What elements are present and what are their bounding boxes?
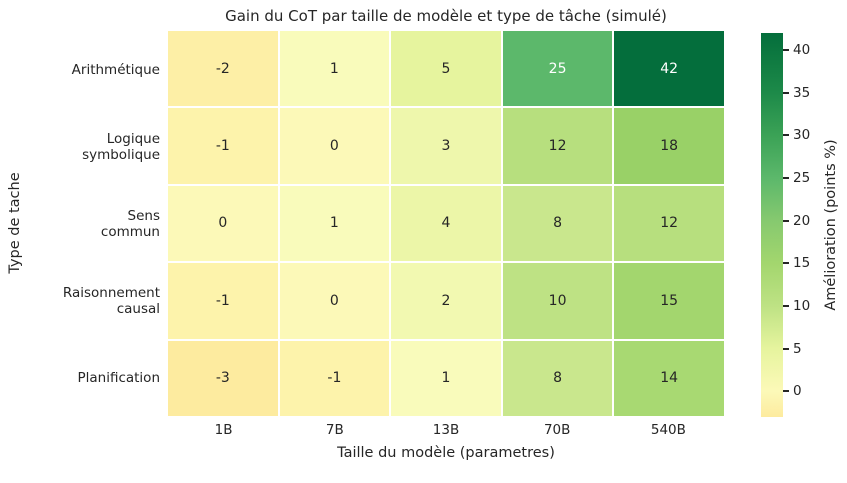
heatmap-cell: 12 [614, 185, 724, 262]
heatmap-cell: 8 [502, 185, 613, 262]
heatmap-cell: -3 [168, 340, 278, 416]
colorbar-tick-label: 0 [793, 383, 802, 400]
x-tick-label: 540B [650, 422, 686, 438]
colorbar-tick-label: 20 [793, 212, 811, 229]
heatmap-cell: 14 [614, 340, 724, 416]
y-tick-label: Arithmétique [71, 61, 160, 78]
colorbar-tick-mark [783, 305, 789, 308]
heatmap-cell: 0 [279, 108, 390, 184]
colorbar-label: Amélioration (points %) [823, 139, 839, 311]
colorbar-tick-mark [783, 390, 789, 393]
colorbar-tick-label: 10 [793, 298, 811, 315]
colorbar-tick-label: 30 [793, 127, 811, 144]
heatmap-cell: 12 [502, 108, 613, 184]
heatmap-cell: 10 [502, 263, 613, 339]
heatmap-cell: 4 [391, 185, 501, 262]
colorbar-tick-label: 35 [793, 84, 811, 101]
colorbar-gradient [761, 33, 783, 417]
x-tick-label: 13B [432, 422, 460, 438]
x-axis-label: Taille du modèle (parametres) [337, 445, 555, 461]
y-tick-label: Planification [77, 369, 160, 386]
colorbar-tick-mark [783, 219, 789, 222]
x-tick-label: 70B [543, 422, 571, 438]
chart-title: Gain du CoT par taille de modèle et type… [225, 7, 667, 25]
x-tick-label: 1B [214, 422, 233, 438]
heatmap-cell: -2 [168, 31, 278, 107]
heatmap-grid: -2 1 5 25 42 -1 0 3 12 18 0 1 4 8 12 -1 0 2 10 15 -3 -1 1 8 14 [168, 31, 724, 416]
colorbar-tick-mark [783, 49, 789, 52]
heatmap-cell: 0 [168, 185, 278, 262]
heatmap-cell: 1 [391, 340, 501, 416]
heatmap-cell: 2 [391, 263, 501, 339]
heatmap-cell: -1 [168, 108, 278, 184]
colorbar-tick-mark [783, 91, 789, 94]
heatmap-cell: -1 [168, 263, 278, 339]
colorbar-tick-mark [783, 134, 789, 137]
colorbar-tick-label: 25 [793, 170, 811, 187]
colorbar-tick-mark [783, 177, 789, 180]
heatmap-cell: 1 [279, 185, 390, 262]
colorbar-tick-label: 15 [793, 255, 811, 272]
y-tick-label: Raisonnement causal [62, 284, 160, 317]
heatmap-cell: 0 [279, 263, 390, 339]
colorbar-tick-mark [783, 347, 789, 350]
colorbar-tick-label: 40 [793, 42, 811, 59]
y-tick-label: Logique symbolique [82, 130, 160, 163]
heatmap-cell: 18 [614, 108, 724, 184]
heatmap-cell: -1 [279, 340, 390, 416]
heatmap-cell: 25 [502, 31, 613, 107]
heatmap-cell: 5 [391, 31, 501, 107]
heatmap-cell: 1 [279, 31, 390, 107]
x-tick-label: 7B [325, 422, 344, 438]
heatmap-cell: 15 [614, 263, 724, 339]
heatmap-cell: 42 [614, 31, 724, 107]
colorbar-tick-label: 5 [793, 340, 802, 357]
colorbar-tick-mark [783, 262, 789, 265]
y-tick-label: Sens commun [100, 207, 160, 240]
heatmap-cell: 8 [502, 340, 613, 416]
heatmap-cell: 3 [391, 108, 501, 184]
